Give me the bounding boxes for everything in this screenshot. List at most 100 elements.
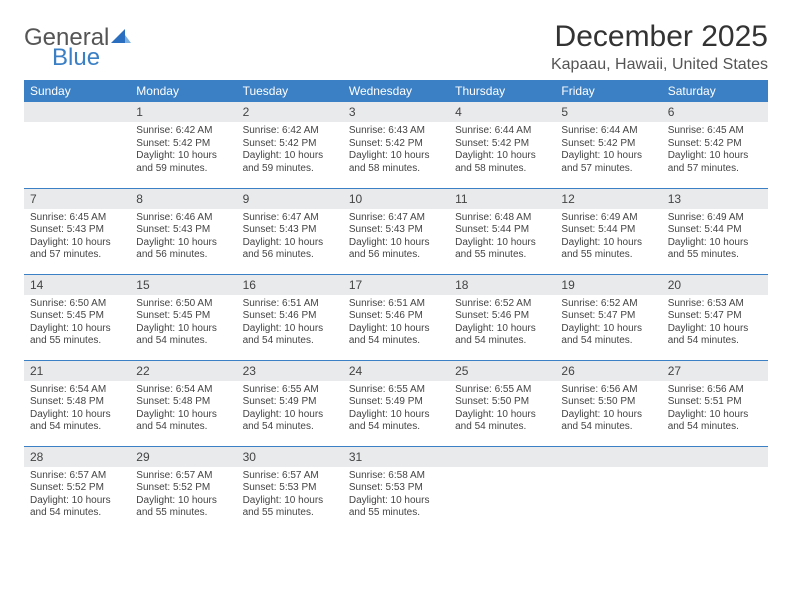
sunrise-text: Sunrise: 6:56 AM: [561, 384, 655, 397]
calendar-row: 14Sunrise: 6:50 AMSunset: 5:45 PMDayligh…: [24, 274, 768, 360]
sunset-text: Sunset: 5:44 PM: [561, 224, 655, 237]
daylight-text: Daylight: 10 hours and 55 minutes.: [30, 323, 124, 348]
sunrise-text: Sunrise: 6:52 AM: [561, 298, 655, 311]
sunset-text: Sunset: 5:50 PM: [561, 396, 655, 409]
sunset-text: Sunset: 5:45 PM: [136, 310, 230, 323]
calendar-cell: 12Sunrise: 6:49 AMSunset: 5:44 PMDayligh…: [555, 188, 661, 274]
sunset-text: Sunset: 5:53 PM: [349, 482, 443, 495]
sunrise-text: Sunrise: 6:50 AM: [136, 298, 230, 311]
day-body: Sunrise: 6:42 AMSunset: 5:42 PMDaylight:…: [130, 122, 236, 181]
day-number: 31: [343, 447, 449, 467]
sunset-text: Sunset: 5:47 PM: [561, 310, 655, 323]
daylight-text: Daylight: 10 hours and 54 minutes.: [455, 323, 549, 348]
day-number: 24: [343, 361, 449, 381]
sunset-text: Sunset: 5:44 PM: [455, 224, 549, 237]
day-body: Sunrise: 6:56 AMSunset: 5:51 PMDaylight:…: [662, 381, 768, 440]
calendar-cell: 31Sunrise: 6:58 AMSunset: 5:53 PMDayligh…: [343, 446, 449, 532]
sunrise-text: Sunrise: 6:43 AM: [349, 125, 443, 138]
calendar-cell: 26Sunrise: 6:56 AMSunset: 5:50 PMDayligh…: [555, 360, 661, 446]
daylight-text: Daylight: 10 hours and 55 minutes.: [455, 237, 549, 262]
calendar-cell: [24, 102, 130, 188]
sunset-text: Sunset: 5:42 PM: [243, 138, 337, 151]
day-body: Sunrise: 6:47 AMSunset: 5:43 PMDaylight:…: [343, 209, 449, 268]
sunrise-text: Sunrise: 6:45 AM: [668, 125, 762, 138]
sunset-text: Sunset: 5:42 PM: [561, 138, 655, 151]
day-number: 13: [662, 189, 768, 209]
sunset-text: Sunset: 5:42 PM: [668, 138, 762, 151]
calendar-cell: 27Sunrise: 6:56 AMSunset: 5:51 PMDayligh…: [662, 360, 768, 446]
calendar-cell: 19Sunrise: 6:52 AMSunset: 5:47 PMDayligh…: [555, 274, 661, 360]
daylight-text: Daylight: 10 hours and 55 minutes.: [136, 495, 230, 520]
calendar-cell: [449, 446, 555, 532]
day-number: 16: [237, 275, 343, 295]
sunrise-text: Sunrise: 6:47 AM: [243, 212, 337, 225]
calendar-cell: 14 Sunrise: 6:50 AMSunset: 5:45 PMDayligh…: [24, 274, 130, 360]
sunrise-text: Sunrise: 6:44 AM: [455, 125, 549, 138]
day-body: Sunrise: 6:54 AMSunset: 5:48 PMDaylight:…: [130, 381, 236, 440]
sunset-text: Sunset: 5:46 PM: [243, 310, 337, 323]
daylight-text: Daylight: 10 hours and 55 minutes.: [561, 237, 655, 262]
sunrise-text: Sunrise: 6:54 AM: [30, 384, 124, 397]
sunrise-text: Sunrise: 6:47 AM: [349, 212, 443, 225]
day-number: 30: [237, 447, 343, 467]
sunrise-text: Sunrise: 6:57 AM: [136, 470, 230, 483]
day-number: 7: [24, 189, 130, 209]
daylight-text: Daylight: 10 hours and 55 minutes.: [668, 237, 762, 262]
daylight-text: Daylight: 10 hours and 57 minutes.: [561, 150, 655, 175]
daylight-text: Daylight: 10 hours and 59 minutes.: [136, 150, 230, 175]
dow-header: Sunday: [24, 80, 130, 102]
sail-icon: [111, 26, 131, 50]
sunset-text: Sunset: 5:46 PM: [455, 310, 549, 323]
sunrise-text: Sunrise: 6:54 AM: [136, 384, 230, 397]
calendar-row: 28 Sunrise: 6:57 AMSunset: 5:52 PMDayligh…: [24, 446, 768, 532]
day-body: Sunrise: 6:49 AMSunset: 5:44 PMDaylight:…: [662, 209, 768, 268]
dow-row: Sunday Monday Tuesday Wednesday Thursday…: [24, 80, 768, 102]
day-body: Sunrise: 6:54 AMSunset: 5:48 PMDaylight:…: [24, 381, 130, 440]
sunset-text: Sunset: 5:45 PM: [30, 310, 124, 323]
sunrise-text: Sunrise: 6:55 AM: [349, 384, 443, 397]
sunset-text: Sunset: 5:47 PM: [668, 310, 762, 323]
day-body: Sunrise: 6:44 AMSunset: 5:42 PMDaylight:…: [449, 122, 555, 181]
day-number: 20: [662, 275, 768, 295]
calendar-cell: 4Sunrise: 6:44 AMSunset: 5:42 PMDaylight…: [449, 102, 555, 188]
day-number: 21: [24, 361, 130, 381]
day-number: 14: [24, 275, 130, 295]
day-body: Sunrise: 6:44 AMSunset: 5:42 PMDaylight:…: [555, 122, 661, 181]
calendar-cell: 22Sunrise: 6:54 AMSunset: 5:48 PMDayligh…: [130, 360, 236, 446]
calendar-cell: 30Sunrise: 6:57 AMSunset: 5:53 PMDayligh…: [237, 446, 343, 532]
daylight-text: Daylight: 10 hours and 58 minutes.: [349, 150, 443, 175]
calendar-row: 7Sunrise: 6:45 AMSunset: 5:43 PMDaylight…: [24, 188, 768, 274]
calendar-cell: 6Sunrise: 6:45 AMSunset: 5:42 PMDaylight…: [662, 102, 768, 188]
day-number: 22: [130, 361, 236, 381]
day-body: Sunrise: 6:45 AMSunset: 5:43 PMDaylight:…: [24, 209, 130, 268]
calendar-cell: 3Sunrise: 6:43 AMSunset: 5:42 PMDaylight…: [343, 102, 449, 188]
sunrise-text: Sunrise: 6:49 AM: [561, 212, 655, 225]
day-number: 25: [449, 361, 555, 381]
day-body: Sunrise: 6:49 AMSunset: 5:44 PMDaylight:…: [555, 209, 661, 268]
sunset-text: Sunset: 5:43 PM: [30, 224, 124, 237]
sunrise-text: Sunrise: 6:50 AM: [30, 298, 124, 311]
location: Kapaau, Hawaii, United States: [551, 56, 768, 74]
day-body: Sunrise: 6:55 AMSunset: 5:49 PMDaylight:…: [343, 381, 449, 440]
day-number: 10: [343, 189, 449, 209]
daylight-text: Daylight: 10 hours and 59 minutes.: [243, 150, 337, 175]
calendar-cell: 29Sunrise: 6:57 AMSunset: 5:52 PMDayligh…: [130, 446, 236, 532]
day-number: 28: [24, 447, 130, 467]
day-number: [449, 447, 555, 467]
daylight-text: Daylight: 10 hours and 54 minutes.: [455, 409, 549, 434]
day-number: 17: [343, 275, 449, 295]
calendar-cell: 11Sunrise: 6:48 AMSunset: 5:44 PMDayligh…: [449, 188, 555, 274]
sunrise-text: Sunrise: 6:51 AM: [243, 298, 337, 311]
calendar-row: 1Sunrise: 6:42 AMSunset: 5:42 PMDaylight…: [24, 102, 768, 188]
header: General Blue December 2025 Kapaau, Hawai…: [24, 20, 768, 74]
sunset-text: Sunset: 5:52 PM: [136, 482, 230, 495]
calendar-cell: 5Sunrise: 6:44 AMSunset: 5:42 PMDaylight…: [555, 102, 661, 188]
day-number: 27: [662, 361, 768, 381]
day-number: 15: [130, 275, 236, 295]
daylight-text: Daylight: 10 hours and 56 minutes.: [243, 237, 337, 262]
sunrise-text: Sunrise: 6:42 AM: [136, 125, 230, 138]
sunrise-text: Sunrise: 6:55 AM: [243, 384, 337, 397]
dow-header: Wednesday: [343, 80, 449, 102]
sunset-text: Sunset: 5:51 PM: [668, 396, 762, 409]
calendar-cell: 25Sunrise: 6:55 AMSunset: 5:50 PMDayligh…: [449, 360, 555, 446]
